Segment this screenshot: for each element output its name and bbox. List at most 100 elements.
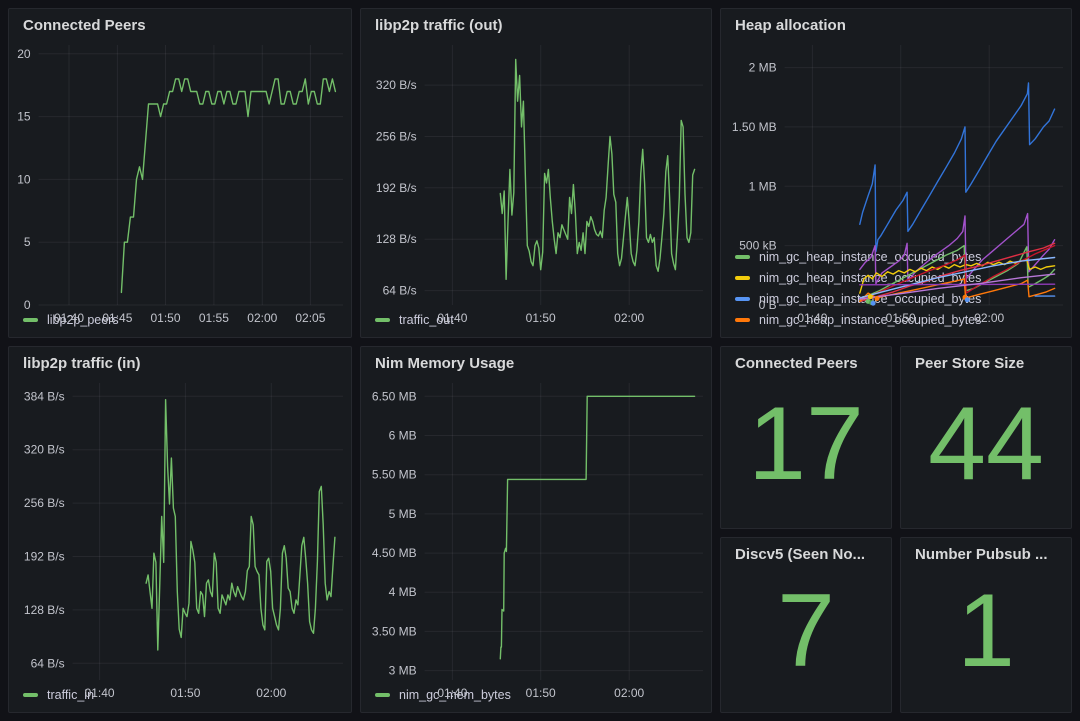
legend-series-label: nim_gc_heap_instance_occupied_bytes — [759, 312, 982, 327]
y-axis: 64 B/s 128 B/s 192 B/s 256 B/s 320 B/s 384 B/… — [24, 389, 343, 670]
panel-title-heap-allocation[interactable]: Heap allocation — [735, 17, 846, 34]
svg-text:3.50 MB: 3.50 MB — [372, 624, 417, 638]
svg-text:1 MB: 1 MB — [749, 179, 777, 193]
svg-text:192 B/s: 192 B/s — [376, 181, 417, 195]
legend-series-label: traffic_in — [47, 687, 95, 702]
svg-text:6 MB: 6 MB — [389, 429, 417, 443]
timeseries-plot-traffic-out[interactable]: 64 B/s 128 B/s 192 B/s 256 B/s 320 B/s 01:40 0… — [361, 37, 711, 325]
legend-item-0[interactable]: traffic_in — [23, 684, 337, 705]
panel-title-nim-memory-usage[interactable]: Nim Memory Usage — [375, 355, 515, 372]
x-axis: 01:40 01:50 02:00 — [437, 45, 645, 325]
panel-title-libp2p-traffic-in[interactable]: libp2p traffic (in) — [23, 355, 141, 372]
svg-text:20: 20 — [17, 47, 31, 61]
chart-legend-connected-peers: libp2p_peers — [9, 308, 351, 337]
legend-series-dash — [375, 692, 390, 697]
timeseries-plot-traffic-in[interactable]: 64 B/s 128 B/s 192 B/s 256 B/s 320 B/s 384 B/… — [9, 375, 351, 700]
stat-value-discv5-seen-nodes: 7 — [777, 573, 835, 690]
timeseries-plot-heap-allocation[interactable]: 0 B 500 kB 1 MB 1.50 MB 2 MB 01:40 01:50 02:00 — [721, 37, 1071, 325]
legend-series-dash — [735, 317, 750, 322]
svg-text:128 B/s: 128 B/s — [376, 232, 417, 246]
legend-item-0[interactable]: nim_gc_heap_instance_occupied_bytes — [735, 246, 1057, 267]
series-line-libp2p_peers — [120, 78, 337, 294]
svg-text:64 B/s: 64 B/s — [383, 284, 417, 298]
panel-nim-memory-usage: Nim Memory Usage 3 MB 3.50 MB 4 MB 4.50 MB 5… — [360, 346, 712, 713]
x-axis: 01:40 01:50 02:00 — [437, 383, 645, 700]
legend-item-0[interactable]: nim_gc_mem_bytes — [375, 684, 697, 705]
svg-text:4.50 MB: 4.50 MB — [372, 546, 417, 560]
svg-text:01:40: 01:40 — [797, 311, 827, 325]
stat-value-connected-peers: 17 — [748, 385, 864, 502]
svg-text:01:55: 01:55 — [199, 311, 229, 325]
svg-text:2 MB: 2 MB — [749, 61, 777, 75]
stat-title-discv5-seen-nodes[interactable]: Discv5 (Seen No... — [735, 546, 866, 563]
legend-series-dash — [375, 317, 390, 322]
panel-stat-number-pubsub: Number Pubsub ... 1 — [900, 537, 1072, 713]
panel-stat-peer-store-size: Peer Store Size 44 — [900, 346, 1072, 529]
legend-series-dash — [735, 275, 750, 280]
legend-series-label: nim_gc_heap_instance_occupied_bytes — [759, 249, 982, 264]
svg-text:01:40: 01:40 — [437, 311, 467, 325]
series-line-nim_gc_heap_instance_occupied_bytes-blue-saw — [859, 82, 1056, 253]
panel-heap-allocation: Heap allocation 0 B 500 kB 1 MB 1.50 MB 2 MB… — [720, 8, 1072, 338]
series-line-nim_gc_heap_instance_occupied_bytes-lightblue — [859, 256, 1056, 299]
svg-text:192 B/s: 192 B/s — [24, 550, 65, 564]
svg-text:384 B/s: 384 B/s — [24, 389, 65, 403]
svg-text:500 kB: 500 kB — [739, 239, 776, 253]
svg-text:01:50: 01:50 — [526, 686, 556, 700]
svg-text:128 B/s: 128 B/s — [24, 603, 65, 617]
svg-text:256 B/s: 256 B/s — [24, 496, 65, 510]
svg-text:10: 10 — [17, 172, 31, 186]
svg-text:320 B/s: 320 B/s — [24, 443, 65, 457]
svg-text:4 MB: 4 MB — [389, 585, 417, 599]
svg-text:01:40: 01:40 — [85, 686, 115, 700]
x-axis: 01:40 01:50 02:00 — [797, 45, 1005, 325]
timeseries-plot-nim-memory-usage[interactable]: 3 MB 3.50 MB 4 MB 4.50 MB 5 MB 5.50 MB 6 MB 6.5… — [361, 375, 711, 700]
panel-title-connected-peers[interactable]: Connected Peers — [23, 17, 146, 34]
chart-legend-traffic-out: traffic_out — [361, 308, 711, 337]
svg-text:02:00: 02:00 — [256, 686, 286, 700]
y-axis: 3 MB 3.50 MB 4 MB 4.50 MB 5 MB 5.50 MB 6 MB 6.5… — [372, 389, 703, 678]
panel-libp2p-traffic-out: libp2p traffic (out) 64 B/s 128 B/s 192 B/… — [360, 8, 712, 338]
legend-item-3[interactable]: nim_gc_heap_instance_occupied_bytes — [735, 309, 1057, 330]
timeseries-plot-connected-peers[interactable]: 0 5 10 15 20 01:40 01:45 01:50 01:55 02:00 02:05 — [9, 37, 351, 325]
panel-connected-peers-graph: Connected Peers 0 5 10 15 20 01:40 01:45 01:50 0… — [8, 8, 352, 338]
svg-text:02:05: 02:05 — [295, 311, 325, 325]
panel-title-libp2p-traffic-out[interactable]: libp2p traffic (out) — [375, 17, 503, 34]
svg-text:02:00: 02:00 — [614, 311, 644, 325]
stat-title-peer-store-size[interactable]: Peer Store Size — [915, 355, 1025, 372]
legend-item-0[interactable]: libp2p_peers — [23, 309, 337, 330]
stat-value-number-pubsub: 1 — [957, 573, 1015, 690]
stat-title-number-pubsub[interactable]: Number Pubsub ... — [915, 546, 1048, 563]
series-line-nim_gc_heap_instance_occupied_bytes-violet-flat — [859, 283, 1056, 286]
chart-svg: 0 B 500 kB 1 MB 1.50 MB 2 MB 01:40 01:50 02:00 — [732, 45, 1063, 325]
y-axis: 64 B/s 128 B/s 192 B/s 256 B/s 320 B/s — [376, 78, 703, 298]
svg-text:01:50: 01:50 — [170, 686, 200, 700]
svg-text:01:45: 01:45 — [102, 311, 132, 325]
svg-text:256 B/s: 256 B/s — [376, 130, 417, 144]
stat-panel-grid: Connected Peers 17 Peer Store Size 44 Di… — [720, 346, 1072, 713]
svg-text:320 B/s: 320 B/s — [376, 78, 417, 92]
svg-text:5 MB: 5 MB — [389, 507, 417, 521]
chart-svg: 3 MB 3.50 MB 4 MB 4.50 MB 5 MB 5.50 MB 6 MB 6.5… — [372, 383, 703, 700]
y-axis: 0 B 500 kB 1 MB 1.50 MB 2 MB — [732, 61, 1063, 312]
svg-text:01:50: 01:50 — [526, 311, 556, 325]
svg-text:01:40: 01:40 — [437, 686, 467, 700]
panel-stat-discv5-seen-nodes: Discv5 (Seen No... 7 — [720, 537, 892, 713]
svg-text:15: 15 — [17, 110, 31, 124]
chart-svg: 64 B/s 128 B/s 192 B/s 256 B/s 320 B/s 384 B/… — [24, 383, 343, 700]
series-line-nim_gc_mem_bytes — [499, 395, 696, 660]
legend-series-label: traffic_out — [399, 312, 454, 327]
svg-text:01:50: 01:50 — [150, 311, 180, 325]
legend-item-0[interactable]: traffic_out — [375, 309, 697, 330]
svg-text:6.50 MB: 6.50 MB — [372, 389, 417, 403]
svg-text:0: 0 — [24, 298, 31, 312]
legend-series-dash — [23, 317, 38, 322]
stat-title-connected-peers[interactable]: Connected Peers — [735, 355, 858, 372]
svg-text:02:00: 02:00 — [247, 311, 277, 325]
series-line-nim_gc_heap_instance_occupied_bytes-magenta-saw — [859, 212, 1056, 285]
svg-text:5.50 MB: 5.50 MB — [372, 468, 417, 482]
legend-series-dash — [735, 296, 750, 301]
chart-legend-heap-allocation: nim_gc_heap_instance_occupied_bytes nim_g… — [721, 245, 1071, 337]
